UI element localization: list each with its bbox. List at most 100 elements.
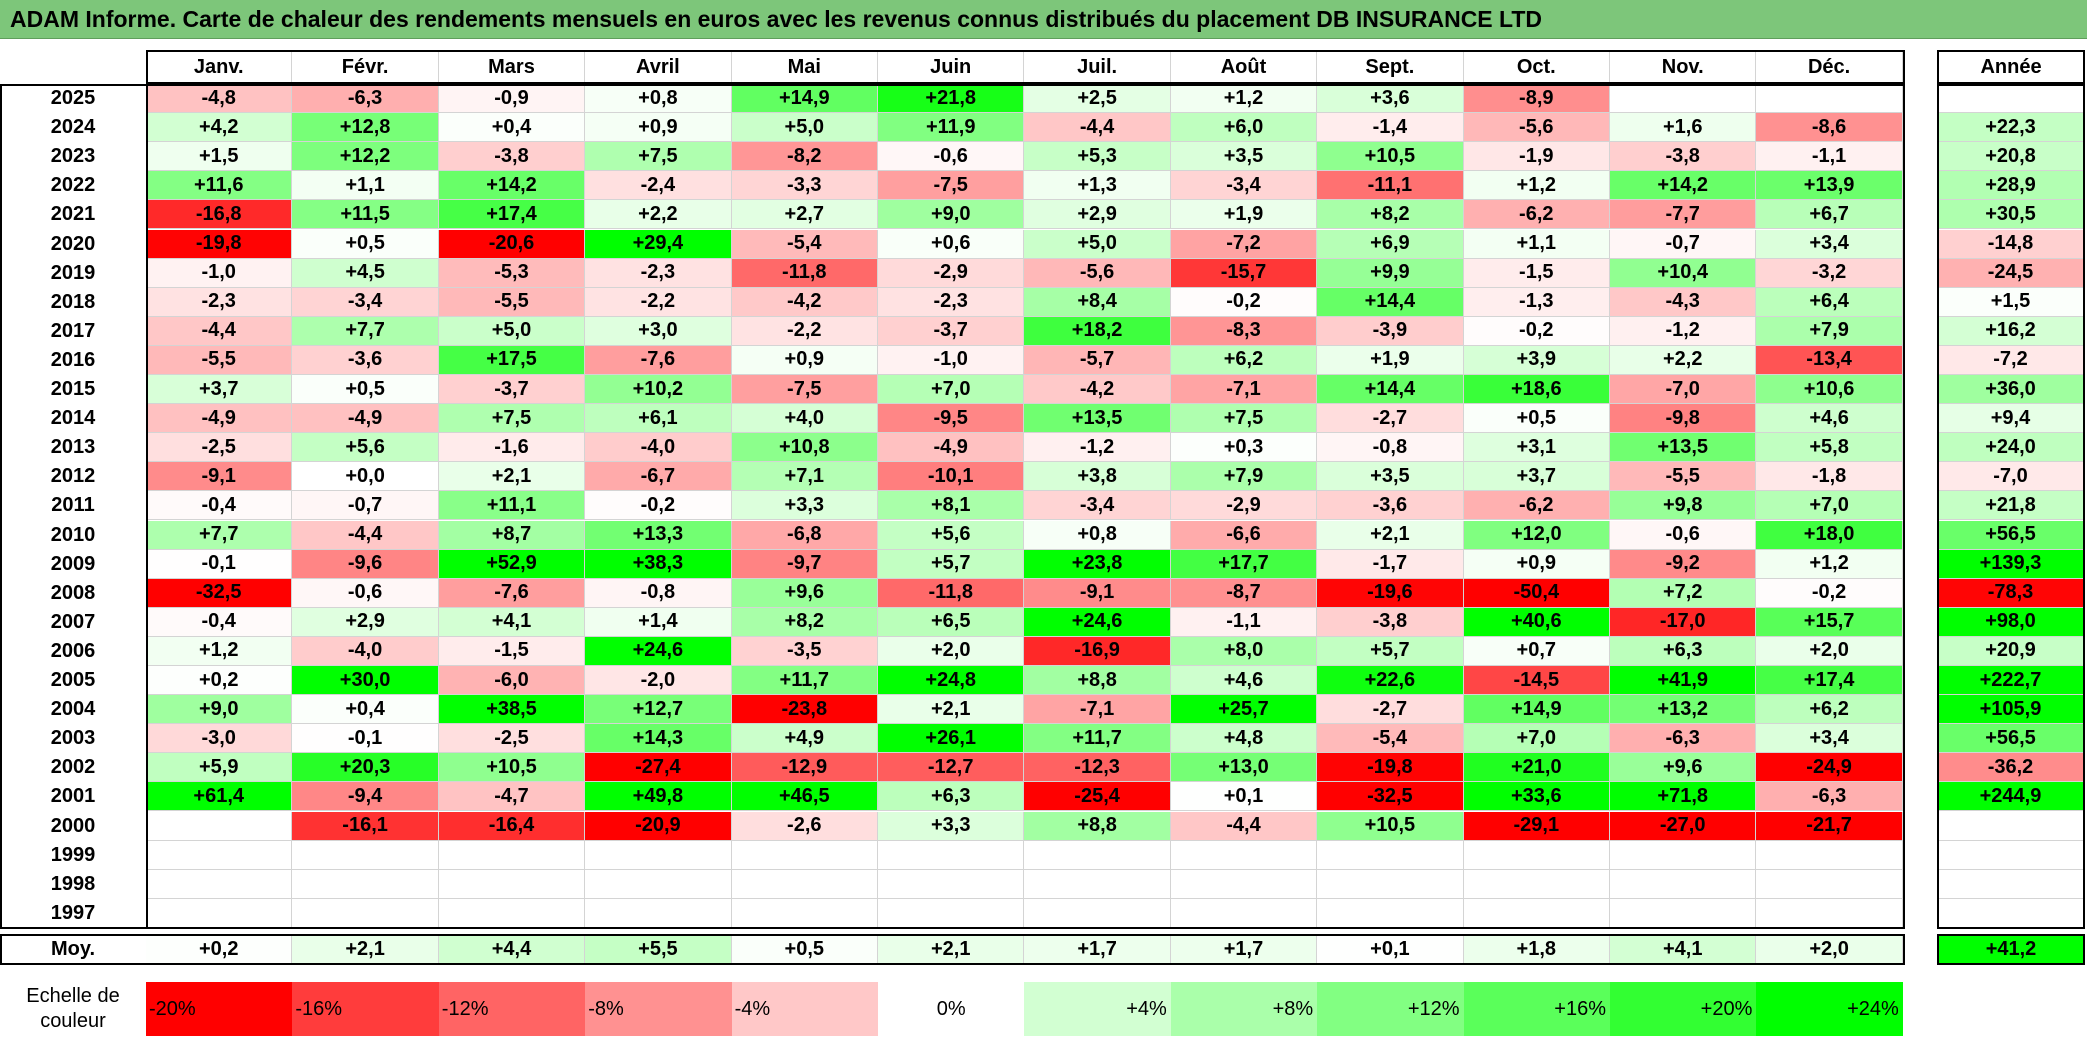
month-header: Oct. [1464, 50, 1610, 84]
heatmap-cell: -50,4 [1463, 578, 1610, 608]
heatmap-cell [1463, 869, 1610, 899]
heatmap-cell: +14,4 [1317, 287, 1464, 317]
heatmap-cell [1317, 840, 1464, 870]
heatmap-cell: -27,4 [585, 753, 732, 783]
heatmap-cell: +17,4 [1756, 666, 1903, 696]
chart-title: ADAM Informe. Carte de chaleur des rende… [10, 6, 1543, 32]
heatmap-cell: -25,4 [1024, 782, 1171, 812]
heatmap-cell: -4,3 [1610, 287, 1757, 317]
year-total-cell: +21,8 [1937, 491, 2085, 521]
year-total-cell: +22,3 [1937, 113, 2085, 143]
heatmap-cell: -6,3 [1610, 724, 1757, 754]
heatmap-cell: +20,3 [292, 753, 439, 783]
heatmap-cell: -7,1 [1170, 375, 1318, 405]
heatmap-cell: -24,9 [1756, 753, 1903, 783]
heatmap-cell: +0,2 [146, 666, 293, 696]
average-cell: +4,4 [438, 934, 586, 965]
heatmap-cell: -3,8 [438, 142, 586, 172]
heatmap-cell: -1,0 [146, 258, 293, 288]
heatmap-cell: -21,7 [1756, 811, 1903, 841]
heatmap-cell: -4,4 [292, 520, 439, 550]
year-total-cell: +24,0 [1937, 433, 2085, 463]
heatmap-cell: -3,0 [146, 724, 293, 754]
color-scale-swatch: -20% [146, 982, 293, 1036]
heatmap-cell: +5,6 [878, 520, 1025, 550]
heatmap-cell: -32,5 [1317, 782, 1464, 812]
heatmap-cell: -1,5 [438, 636, 586, 666]
year-total-cell: -14,8 [1937, 229, 2085, 259]
average-total-cell: +41,2 [1937, 934, 2085, 965]
heatmap-cell: +10,2 [585, 375, 732, 405]
heatmap-cell: +7,5 [438, 404, 586, 434]
heatmap-cell: -5,3 [438, 258, 586, 288]
heatmap-cell: +2,0 [878, 636, 1025, 666]
heatmap-cell: +0,4 [292, 695, 439, 725]
average-cell: +1,8 [1463, 934, 1610, 965]
heatmap-cell: -4,9 [146, 404, 293, 434]
heatmap-cell: -8,9 [1463, 84, 1610, 114]
heatmap-cell: -0,2 [1170, 287, 1318, 317]
year-total-cell: -7,2 [1937, 345, 2085, 375]
heatmap-cell: +12,7 [585, 695, 732, 725]
heatmap-cell: +18,6 [1463, 375, 1610, 405]
heatmap-cell: -16,8 [146, 200, 293, 230]
heatmap-cell: +0,9 [1463, 549, 1610, 579]
heatmap-cell: +52,9 [438, 549, 586, 579]
heatmap-cell: +0,4 [438, 113, 586, 143]
year-total-cell: +139,3 [1937, 549, 2085, 579]
heatmap-cell: -27,0 [1610, 811, 1757, 841]
heatmap-cell: +1,9 [1170, 200, 1318, 230]
year-label: 2000 [50, 814, 96, 837]
heatmap-cell [146, 869, 293, 899]
heatmap-cell: -11,8 [731, 258, 878, 288]
heatmap-cell: +14,2 [438, 171, 586, 201]
heatmap-cell: -0,9 [438, 84, 586, 114]
year-label: 2013 [50, 436, 96, 459]
heatmap-cell: -3,2 [1756, 258, 1903, 288]
year-total-cell: +56,5 [1937, 724, 2085, 754]
heatmap-cell [1024, 840, 1171, 870]
color-scale-swatch: -12% [438, 982, 586, 1036]
heatmap-cell: -1,1 [1170, 607, 1318, 637]
heatmap-cell: -7,0 [1610, 375, 1757, 405]
year-total-cell: +20,8 [1937, 142, 2085, 172]
year-label: 2014 [50, 407, 96, 430]
heatmap-cell: -2,4 [585, 171, 732, 201]
heatmap-cell: +18,0 [1756, 520, 1903, 550]
heatmap-cell: -5,7 [1024, 345, 1171, 375]
heatmap-cell: +71,8 [1610, 782, 1757, 812]
heatmap-cell [1463, 898, 1610, 928]
heatmap-cell: +1,2 [1463, 171, 1610, 201]
heatmap-cell: -23,8 [731, 695, 878, 725]
year-label: 2025 [50, 87, 96, 110]
heatmap-cell: -4,2 [1024, 375, 1171, 405]
heatmap-cell: +25,7 [1170, 695, 1318, 725]
heatmap-cell: +17,5 [438, 345, 586, 375]
heatmap-cell: +14,4 [1317, 375, 1464, 405]
heatmap-cell: +4,9 [731, 724, 878, 754]
heatmap-cell: +7,0 [1756, 491, 1903, 521]
year-label: 2020 [50, 232, 96, 255]
heatmap-cell: -5,4 [731, 229, 878, 259]
heatmap-cell: +11,6 [146, 171, 293, 201]
heatmap-cell: -1,2 [1024, 433, 1171, 463]
heatmap-cell: -9,2 [1610, 549, 1757, 579]
heatmap-cell: +6,3 [878, 782, 1025, 812]
heatmap-cell: +22,6 [1317, 666, 1464, 696]
average-label: Moy. [50, 938, 96, 960]
heatmap-cell: -1,6 [438, 433, 586, 463]
heatmap-cell [585, 840, 732, 870]
year-total-cell [1937, 898, 2085, 928]
heatmap-cell: -10,1 [878, 462, 1025, 492]
heatmap-cell: -1,0 [878, 345, 1025, 375]
heatmap-cell: +3,1 [1463, 433, 1610, 463]
heatmap-cell: +14,3 [585, 724, 732, 754]
heatmap-cell: +8,2 [1317, 200, 1464, 230]
year-label: 2012 [50, 465, 96, 488]
heatmap-cell: +11,9 [878, 113, 1025, 143]
heatmap-cell [438, 869, 586, 899]
heatmap-cell [585, 869, 732, 899]
heatmap-cell: -3,5 [731, 636, 878, 666]
heatmap-cell: +4,6 [1170, 666, 1318, 696]
year-label: 2005 [50, 669, 96, 692]
